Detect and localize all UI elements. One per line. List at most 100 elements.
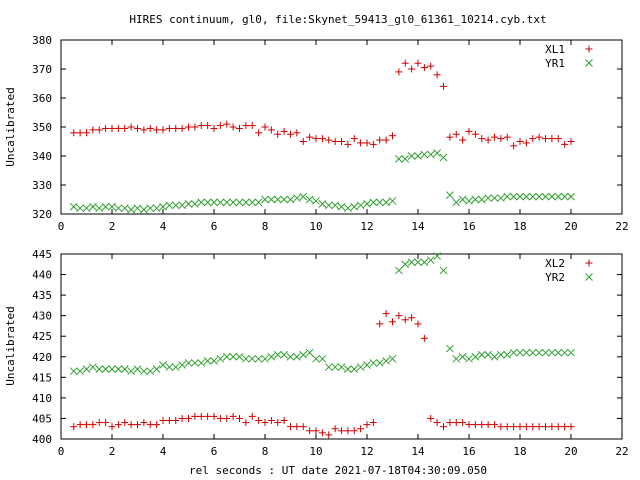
x-tick-label: 0 bbox=[58, 445, 65, 458]
data-point-xl2 bbox=[554, 423, 562, 431]
data-point-yr1 bbox=[522, 192, 531, 201]
data-point-xl2 bbox=[325, 431, 333, 439]
data-point-yr1 bbox=[528, 192, 537, 201]
x-tick-label: 14 bbox=[411, 220, 425, 233]
data-point-yr1 bbox=[382, 198, 390, 207]
data-point-yr2 bbox=[127, 367, 135, 376]
y-tick-label: 400 bbox=[32, 433, 52, 446]
data-point-xl1 bbox=[491, 133, 498, 141]
x-tick-label: 22 bbox=[615, 445, 628, 458]
data-point-xl2 bbox=[382, 310, 390, 318]
data-point-xl1 bbox=[350, 135, 358, 143]
data-point-xl2 bbox=[159, 417, 167, 424]
data-point-yr2 bbox=[560, 348, 569, 357]
data-point-xl1 bbox=[363, 139, 371, 147]
x-tick-label: 4 bbox=[160, 220, 167, 233]
data-point-xl1 bbox=[306, 133, 314, 141]
data-point-yr2 bbox=[216, 354, 225, 363]
data-point-yr2 bbox=[318, 354, 327, 363]
data-point-xl1 bbox=[471, 130, 479, 138]
data-point-yr1 bbox=[191, 199, 199, 208]
data-point-yr2 bbox=[471, 352, 480, 361]
data-point-xl2 bbox=[459, 419, 467, 427]
data-point-yr2 bbox=[401, 260, 410, 269]
data-point-yr1 bbox=[312, 197, 320, 205]
data-point-xl1 bbox=[204, 122, 212, 130]
data-point-yr1 bbox=[331, 201, 339, 210]
data-point-xl2 bbox=[140, 419, 148, 427]
data-point-xl1 bbox=[267, 126, 275, 134]
data-point-yr1 bbox=[127, 205, 135, 214]
data-point-yr2 bbox=[120, 365, 129, 373]
data-point-yr2 bbox=[261, 354, 269, 363]
data-point-xl2 bbox=[197, 412, 205, 420]
data-point-yr1 bbox=[267, 195, 276, 204]
data-point-xl1 bbox=[497, 135, 505, 143]
bottom-plot-frame bbox=[60, 253, 623, 440]
data-point-xl2 bbox=[255, 417, 263, 424]
data-point-yr1 bbox=[560, 192, 569, 201]
data-point-yr1 bbox=[299, 192, 308, 201]
data-point-xl1 bbox=[165, 124, 173, 132]
data-point-yr1 bbox=[293, 194, 301, 202]
data-point-yr2 bbox=[414, 258, 422, 267]
data-point-yr2 bbox=[178, 361, 186, 369]
data-point-xl1 bbox=[89, 126, 97, 134]
data-point-yr2 bbox=[191, 359, 199, 367]
x-tick-label: 22 bbox=[615, 220, 628, 233]
data-point-yr2 bbox=[248, 354, 257, 363]
data-point-xl1 bbox=[76, 129, 84, 137]
data-point-xl2 bbox=[165, 417, 173, 424]
y-tick-label: 360 bbox=[32, 92, 52, 105]
data-point-yr1 bbox=[344, 204, 352, 213]
data-point-xl2 bbox=[484, 421, 492, 429]
x-tick-label: 12 bbox=[360, 445, 373, 458]
data-point-xl2 bbox=[293, 423, 301, 431]
data-point-xl1 bbox=[459, 136, 467, 144]
data-point-xl1 bbox=[561, 140, 569, 148]
data-point-yr1 bbox=[401, 155, 410, 163]
data-point-yr2 bbox=[567, 348, 575, 357]
data-point-yr1 bbox=[95, 204, 104, 213]
x-tick-label: 10 bbox=[309, 445, 322, 458]
data-point-yr1 bbox=[516, 192, 524, 201]
data-point-yr1 bbox=[101, 202, 110, 211]
data-point-xl2 bbox=[153, 421, 161, 429]
data-point-yr1 bbox=[254, 198, 263, 207]
data-point-yr2 bbox=[203, 357, 212, 365]
data-point-xl2 bbox=[497, 423, 505, 431]
data-point-xl1 bbox=[338, 138, 345, 145]
data-point-yr1 bbox=[503, 192, 512, 201]
data-point-xl1 bbox=[114, 124, 122, 132]
data-point-yr2 bbox=[497, 350, 505, 359]
data-point-xl2 bbox=[76, 421, 84, 429]
data-point-yr1 bbox=[420, 150, 429, 159]
data-point-yr2 bbox=[554, 348, 563, 357]
x-tick-label: 14 bbox=[411, 445, 425, 458]
data-point-yr2 bbox=[344, 365, 352, 373]
data-point-xl2 bbox=[191, 412, 199, 420]
data-point-xl1 bbox=[242, 122, 250, 130]
data-point-yr2 bbox=[528, 348, 537, 357]
data-point-yr2 bbox=[356, 363, 365, 371]
data-point-yr1 bbox=[490, 194, 499, 202]
data-point-yr1 bbox=[465, 197, 473, 205]
data-point-yr2 bbox=[420, 258, 429, 267]
data-point-yr1 bbox=[554, 192, 563, 201]
data-point-yr2 bbox=[222, 352, 231, 361]
data-point-yr2 bbox=[305, 348, 314, 357]
data-point-yr1 bbox=[114, 204, 123, 213]
legend-marker-xl1 bbox=[585, 45, 593, 53]
y-tick-label: 440 bbox=[32, 269, 52, 282]
y-tick-label: 410 bbox=[32, 392, 52, 405]
data-point-yr1 bbox=[165, 201, 174, 210]
data-point-yr1 bbox=[484, 194, 492, 202]
y-tick-label: 420 bbox=[32, 351, 52, 364]
x-axis-label: rel seconds : UT date 2021-07-18T04:30:0… bbox=[189, 464, 487, 477]
data-point-xl2 bbox=[465, 421, 473, 429]
data-point-xl2 bbox=[567, 423, 575, 431]
data-point-xl1 bbox=[236, 124, 243, 132]
data-point-xl2 bbox=[433, 419, 441, 427]
x-tick-label: 8 bbox=[262, 445, 269, 458]
